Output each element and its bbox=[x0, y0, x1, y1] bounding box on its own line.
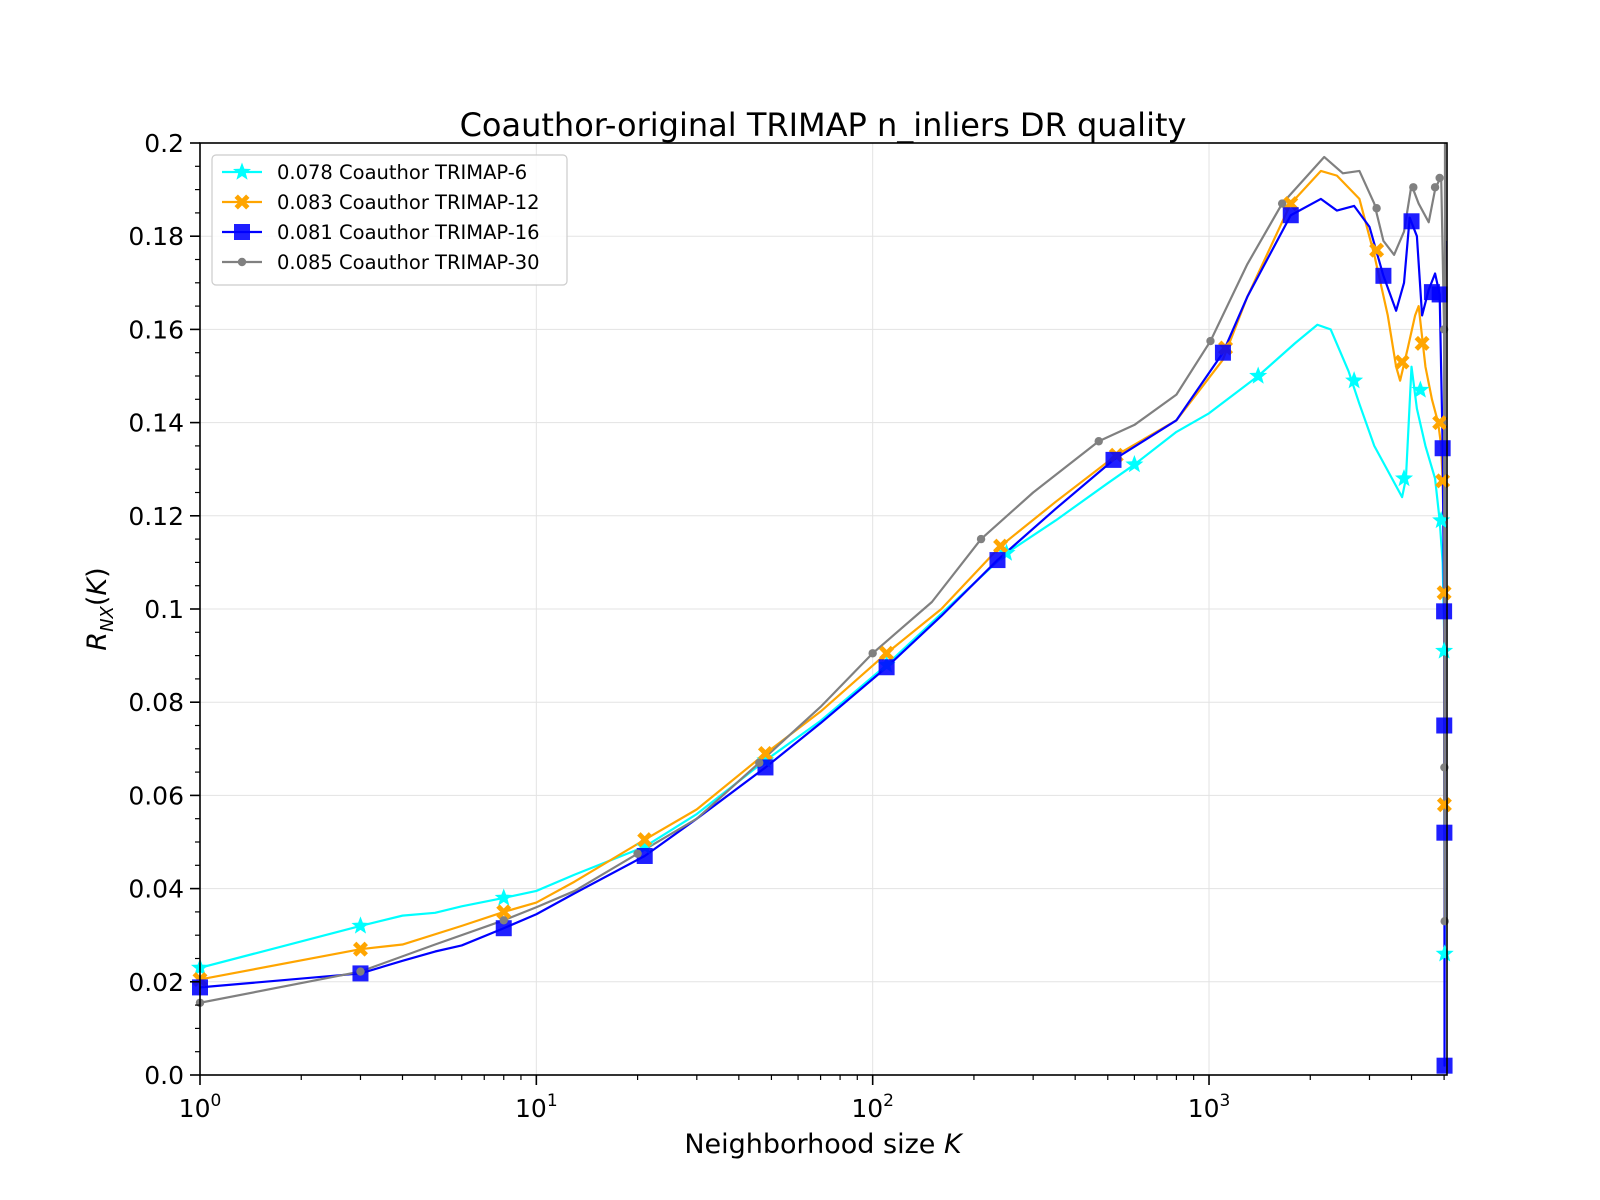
series-2-marker bbox=[637, 832, 653, 848]
x-tick-label: 102 bbox=[851, 1091, 894, 1123]
series-4-marker bbox=[1277, 199, 1287, 208]
series-3-marker bbox=[1436, 717, 1453, 734]
series-2-marker bbox=[1432, 415, 1448, 431]
series-4-marker bbox=[356, 967, 365, 976]
y-axis-label-close: ) bbox=[82, 567, 113, 578]
x-tick-label: 103 bbox=[1188, 1091, 1231, 1123]
y-axis-label-var: K bbox=[82, 576, 113, 596]
y-axis-label-symbol: R bbox=[82, 632, 113, 651]
series-3-marker bbox=[1436, 1057, 1453, 1074]
axes: 0.0 0.02 0.04 0.06 0.08 0.1 0.12 0.14 0.16 0.18 0.… bbox=[128, 129, 1445, 1123]
y-tick-label: 0.12 bbox=[128, 502, 184, 531]
legend-label: 0.085 Coauthor TRIMAP-30 bbox=[277, 251, 540, 274]
y-tick-label: 0.0 bbox=[144, 1061, 184, 1090]
legend-label: 0.081 Coauthor TRIMAP-16 bbox=[277, 221, 540, 244]
series-4-marker bbox=[1435, 173, 1444, 183]
series-2-marker bbox=[1369, 242, 1385, 258]
series-1-marker bbox=[1411, 380, 1430, 398]
series-2-marker bbox=[1414, 335, 1430, 351]
series-3-marker bbox=[1375, 267, 1392, 284]
series-2-marker bbox=[496, 904, 512, 920]
series-1-marker bbox=[494, 888, 513, 906]
series-2-marker bbox=[879, 645, 895, 661]
legend-box bbox=[211, 154, 568, 286]
y-tick-label: 0.1 bbox=[144, 595, 184, 624]
series-2-marker bbox=[757, 745, 773, 761]
series-4-marker bbox=[868, 649, 877, 658]
series-1-marker bbox=[1435, 641, 1454, 659]
series-2-marker bbox=[993, 538, 1009, 554]
legend-marker bbox=[237, 257, 247, 267]
series-1-marker bbox=[1394, 469, 1414, 487]
y-tick-label: 0.18 bbox=[128, 222, 184, 251]
series-3-marker bbox=[1431, 286, 1448, 303]
legend: 0.078 Coauthor TRIMAP-6 0.083 Coauthor TR… bbox=[211, 154, 568, 286]
series-4-marker bbox=[1409, 183, 1418, 192]
series-1-marker bbox=[1435, 944, 1454, 962]
series-1-marker bbox=[1345, 371, 1364, 389]
series-4-marker bbox=[976, 534, 986, 544]
x-tick-mantissa: 10 bbox=[515, 1094, 547, 1123]
y-tick-label: 0.16 bbox=[128, 315, 184, 344]
x-tick-exponent: 3 bbox=[1220, 1091, 1231, 1111]
legend-marker bbox=[234, 194, 250, 210]
series-2-marker bbox=[1436, 585, 1452, 601]
legend-marker bbox=[232, 162, 252, 180]
series-2-marker bbox=[1436, 797, 1452, 813]
y-tick-label: 0.14 bbox=[128, 409, 184, 438]
series-line-1 bbox=[200, 323, 1446, 969]
series-1-marker bbox=[997, 543, 1016, 561]
series-3-marker bbox=[1436, 824, 1453, 841]
y-tick-label: 0.04 bbox=[128, 875, 184, 904]
series-line-4 bbox=[200, 143, 1447, 1004]
series-4-marker bbox=[1372, 204, 1381, 213]
x-tick-exponent: 0 bbox=[210, 1091, 221, 1111]
series-4-marker bbox=[1206, 336, 1215, 346]
x-tick-label: 100 bbox=[179, 1091, 222, 1123]
series-4-marker bbox=[1430, 183, 1440, 192]
series-3-marker bbox=[1403, 213, 1420, 230]
series-3-marker bbox=[1105, 451, 1122, 468]
series-2-marker bbox=[1394, 354, 1410, 370]
legend-label: 0.083 Coauthor TRIMAP-12 bbox=[277, 191, 540, 214]
x-tick-exponent: 2 bbox=[883, 1091, 894, 1111]
legend-marker bbox=[234, 224, 250, 240]
series-1-marker bbox=[1249, 366, 1268, 384]
series-1-marker bbox=[1125, 455, 1144, 473]
y-tick-label: 0.08 bbox=[128, 688, 184, 717]
series-3-marker bbox=[1282, 207, 1299, 224]
y-axis-label: RNX(K) bbox=[82, 567, 118, 650]
series-4-marker bbox=[499, 916, 508, 925]
y-tick-label: 0.02 bbox=[128, 968, 184, 997]
y-axis-label-subscript: NX bbox=[97, 605, 118, 631]
chart-title: Coauthor-original TRIMAP n_inliers DR qu… bbox=[460, 106, 1187, 144]
markers-group bbox=[190, 173, 1454, 1074]
x-tick-exponent: 1 bbox=[547, 1091, 558, 1111]
series-2-marker bbox=[352, 941, 368, 957]
y-tick-label: 0.06 bbox=[128, 781, 184, 810]
x-tick-mantissa: 10 bbox=[1188, 1094, 1220, 1123]
series-3-marker bbox=[1434, 440, 1451, 457]
x-axis-label-text: Neighborhood size bbox=[684, 1129, 944, 1160]
series-4-marker bbox=[633, 849, 642, 858]
series-3-marker bbox=[989, 552, 1006, 569]
series-1-marker bbox=[1432, 510, 1451, 529]
x-axis-label-var: K bbox=[944, 1129, 964, 1160]
x-tick-mantissa: 10 bbox=[851, 1094, 883, 1123]
series-3-marker bbox=[495, 920, 512, 937]
series-4-marker bbox=[755, 758, 764, 767]
x-tick-mantissa: 10 bbox=[179, 1094, 211, 1123]
x-tick-label: 101 bbox=[515, 1091, 558, 1123]
series-3-marker bbox=[1436, 603, 1453, 620]
series-1-marker bbox=[635, 837, 654, 855]
legend-label: 0.078 Coauthor TRIMAP-6 bbox=[277, 161, 527, 184]
series-3-marker bbox=[878, 659, 895, 676]
x-axis-label: Neighborhood size K bbox=[684, 1129, 964, 1160]
series-1-marker bbox=[351, 916, 370, 934]
series-4-marker bbox=[1094, 437, 1103, 446]
y-axis-label-arg: ( bbox=[82, 596, 113, 607]
series-3-marker bbox=[1214, 344, 1231, 361]
y-tick-label: 0.2 bbox=[144, 129, 184, 158]
